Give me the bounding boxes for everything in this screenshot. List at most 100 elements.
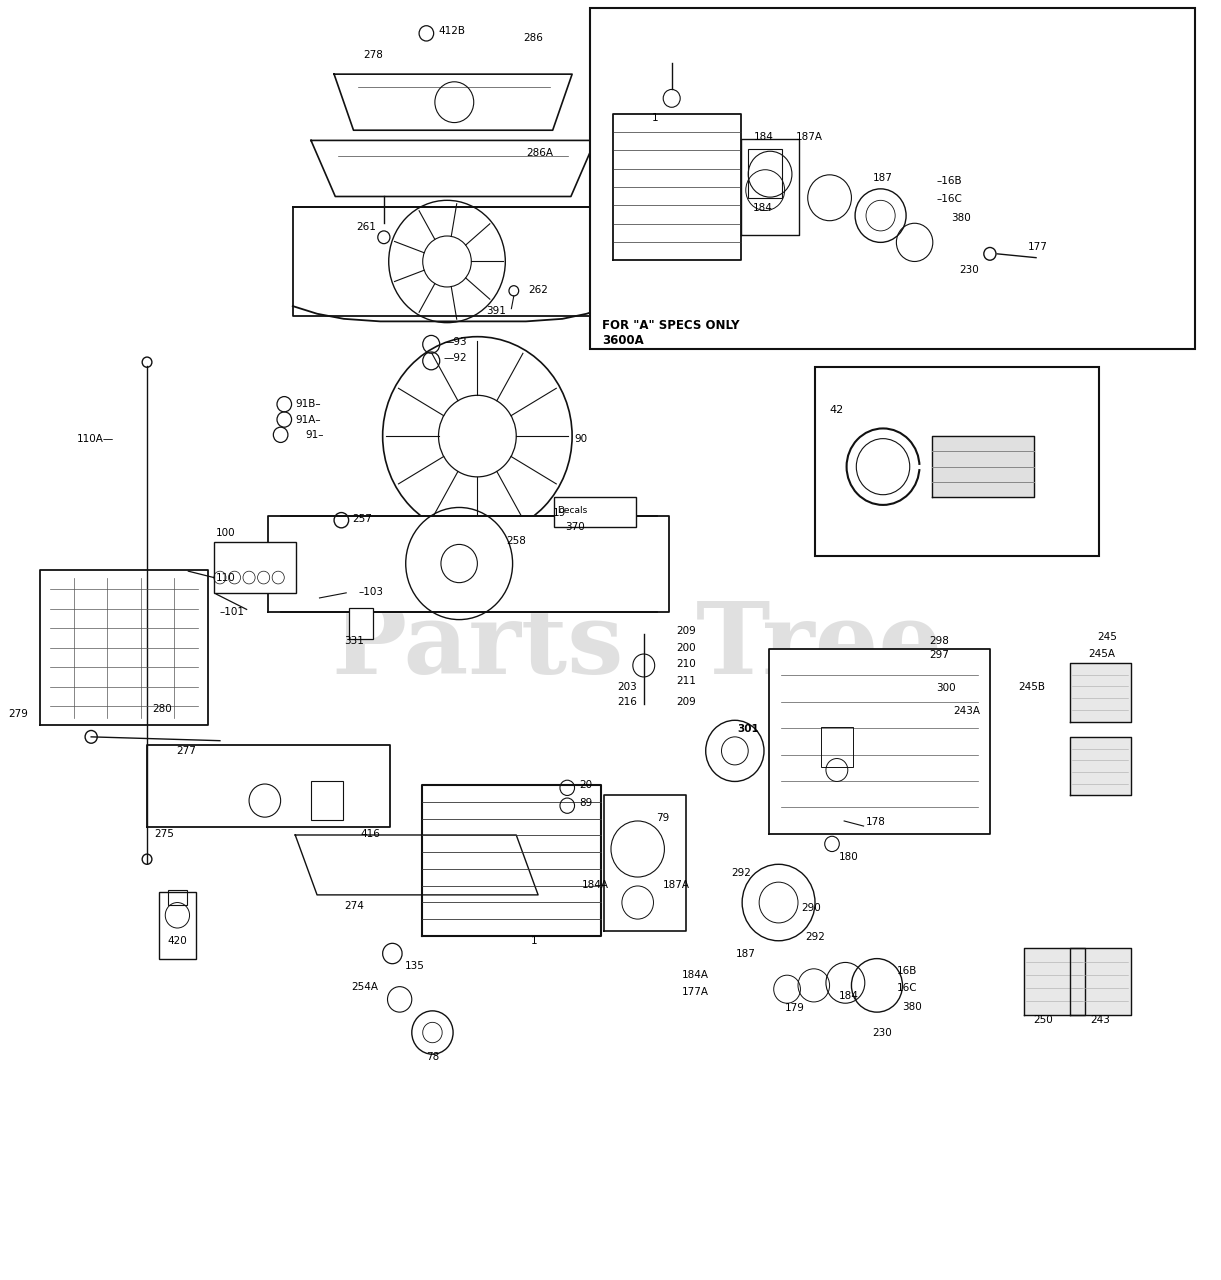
Text: 110: 110 bbox=[216, 572, 236, 582]
Text: 187A: 187A bbox=[796, 132, 823, 142]
Text: 243A: 243A bbox=[954, 707, 980, 717]
Text: 203: 203 bbox=[617, 682, 637, 692]
Text: 184A: 184A bbox=[681, 970, 708, 980]
Text: FOR "A" SPECS ONLY: FOR "A" SPECS ONLY bbox=[602, 319, 740, 332]
Text: 243: 243 bbox=[1090, 1015, 1111, 1025]
Polygon shape bbox=[1024, 948, 1084, 1015]
Text: 278: 278 bbox=[363, 50, 383, 60]
Text: 380: 380 bbox=[902, 1002, 922, 1012]
Bar bbox=[590, 8, 1195, 349]
Text: Tree: Tree bbox=[696, 598, 943, 695]
Text: 292: 292 bbox=[731, 868, 751, 878]
Text: 1: 1 bbox=[531, 936, 537, 946]
Text: 380: 380 bbox=[951, 212, 971, 223]
Bar bbox=[311, 782, 343, 819]
Text: 277: 277 bbox=[176, 746, 197, 756]
Text: 391: 391 bbox=[486, 306, 505, 316]
Text: 254A: 254A bbox=[352, 982, 379, 992]
Polygon shape bbox=[603, 795, 686, 931]
Text: –16B: –16B bbox=[937, 175, 962, 186]
Text: 275: 275 bbox=[154, 828, 175, 838]
Bar bbox=[748, 150, 783, 198]
Text: 20: 20 bbox=[580, 781, 592, 790]
Text: 230: 230 bbox=[872, 1028, 891, 1038]
Text: 184: 184 bbox=[755, 132, 774, 142]
Polygon shape bbox=[741, 140, 800, 234]
Text: 274: 274 bbox=[344, 901, 364, 911]
Bar bbox=[167, 890, 187, 905]
Text: Parts: Parts bbox=[332, 598, 624, 695]
Text: 245A: 245A bbox=[1088, 649, 1115, 659]
Text: 180: 180 bbox=[839, 851, 860, 861]
Text: —92: —92 bbox=[443, 353, 466, 364]
Text: 42: 42 bbox=[829, 406, 844, 415]
Text: 177A: 177A bbox=[681, 987, 708, 997]
Text: 416: 416 bbox=[360, 828, 381, 838]
Text: –101: –101 bbox=[220, 607, 245, 617]
Polygon shape bbox=[147, 745, 389, 827]
Text: 79: 79 bbox=[656, 813, 669, 823]
Text: 300: 300 bbox=[937, 684, 956, 694]
Text: 209: 209 bbox=[676, 698, 696, 708]
Text: 91A–: 91A– bbox=[295, 415, 321, 425]
Text: 250: 250 bbox=[1034, 1015, 1054, 1025]
Polygon shape bbox=[613, 114, 741, 260]
Text: 280: 280 bbox=[151, 704, 172, 714]
Text: —93: —93 bbox=[443, 337, 466, 347]
Text: 78: 78 bbox=[426, 1052, 440, 1061]
Text: 184A: 184A bbox=[582, 879, 609, 890]
Text: 100: 100 bbox=[216, 527, 236, 538]
Text: 262: 262 bbox=[529, 284, 548, 294]
Text: 91B–: 91B– bbox=[295, 399, 321, 410]
Text: 331: 331 bbox=[344, 636, 364, 646]
Polygon shape bbox=[1070, 737, 1131, 795]
Text: 135: 135 bbox=[404, 961, 425, 972]
Text: 245B: 245B bbox=[1018, 682, 1045, 692]
Text: 298: 298 bbox=[929, 636, 949, 646]
Text: 230: 230 bbox=[960, 265, 979, 275]
Text: 216: 216 bbox=[617, 698, 637, 708]
Text: 187A: 187A bbox=[663, 879, 690, 890]
Text: 286: 286 bbox=[524, 33, 543, 44]
Text: 1: 1 bbox=[652, 114, 659, 123]
Text: 16B: 16B bbox=[896, 966, 917, 977]
Bar bbox=[159, 892, 195, 959]
Text: 110A—: 110A— bbox=[77, 434, 114, 444]
Text: 420: 420 bbox=[167, 936, 187, 946]
Polygon shape bbox=[769, 649, 990, 833]
Text: 292: 292 bbox=[806, 932, 825, 942]
Polygon shape bbox=[293, 206, 608, 316]
Text: 290: 290 bbox=[802, 902, 822, 913]
Bar bbox=[214, 541, 297, 593]
Text: 184: 184 bbox=[753, 202, 773, 212]
Text: 200: 200 bbox=[676, 643, 696, 653]
Text: 245: 245 bbox=[1096, 632, 1117, 643]
Polygon shape bbox=[1070, 948, 1131, 1015]
Text: 90: 90 bbox=[575, 434, 587, 444]
Text: 19: 19 bbox=[553, 508, 565, 517]
Text: 187: 187 bbox=[736, 948, 756, 959]
Text: 301: 301 bbox=[737, 724, 759, 735]
Text: 211: 211 bbox=[676, 676, 696, 686]
Bar bbox=[554, 497, 636, 526]
Text: 279: 279 bbox=[9, 709, 28, 719]
Text: 16C: 16C bbox=[896, 983, 917, 993]
Text: –103: –103 bbox=[358, 586, 383, 596]
Bar bbox=[349, 608, 372, 639]
Text: 286A: 286A bbox=[526, 148, 553, 159]
Text: 187: 187 bbox=[873, 173, 894, 183]
Text: 297: 297 bbox=[929, 650, 949, 660]
Polygon shape bbox=[40, 570, 208, 726]
Polygon shape bbox=[295, 835, 538, 895]
Bar bbox=[821, 727, 852, 768]
Text: 412B: 412B bbox=[438, 26, 465, 36]
Text: 210: 210 bbox=[676, 659, 696, 669]
Text: 257: 257 bbox=[353, 515, 372, 524]
Polygon shape bbox=[1070, 663, 1131, 722]
Text: 209: 209 bbox=[676, 626, 696, 636]
Polygon shape bbox=[421, 786, 601, 936]
Text: 91–: 91– bbox=[305, 430, 324, 440]
Text: 3600A: 3600A bbox=[602, 334, 645, 347]
Bar bbox=[814, 367, 1099, 556]
Polygon shape bbox=[932, 436, 1034, 497]
